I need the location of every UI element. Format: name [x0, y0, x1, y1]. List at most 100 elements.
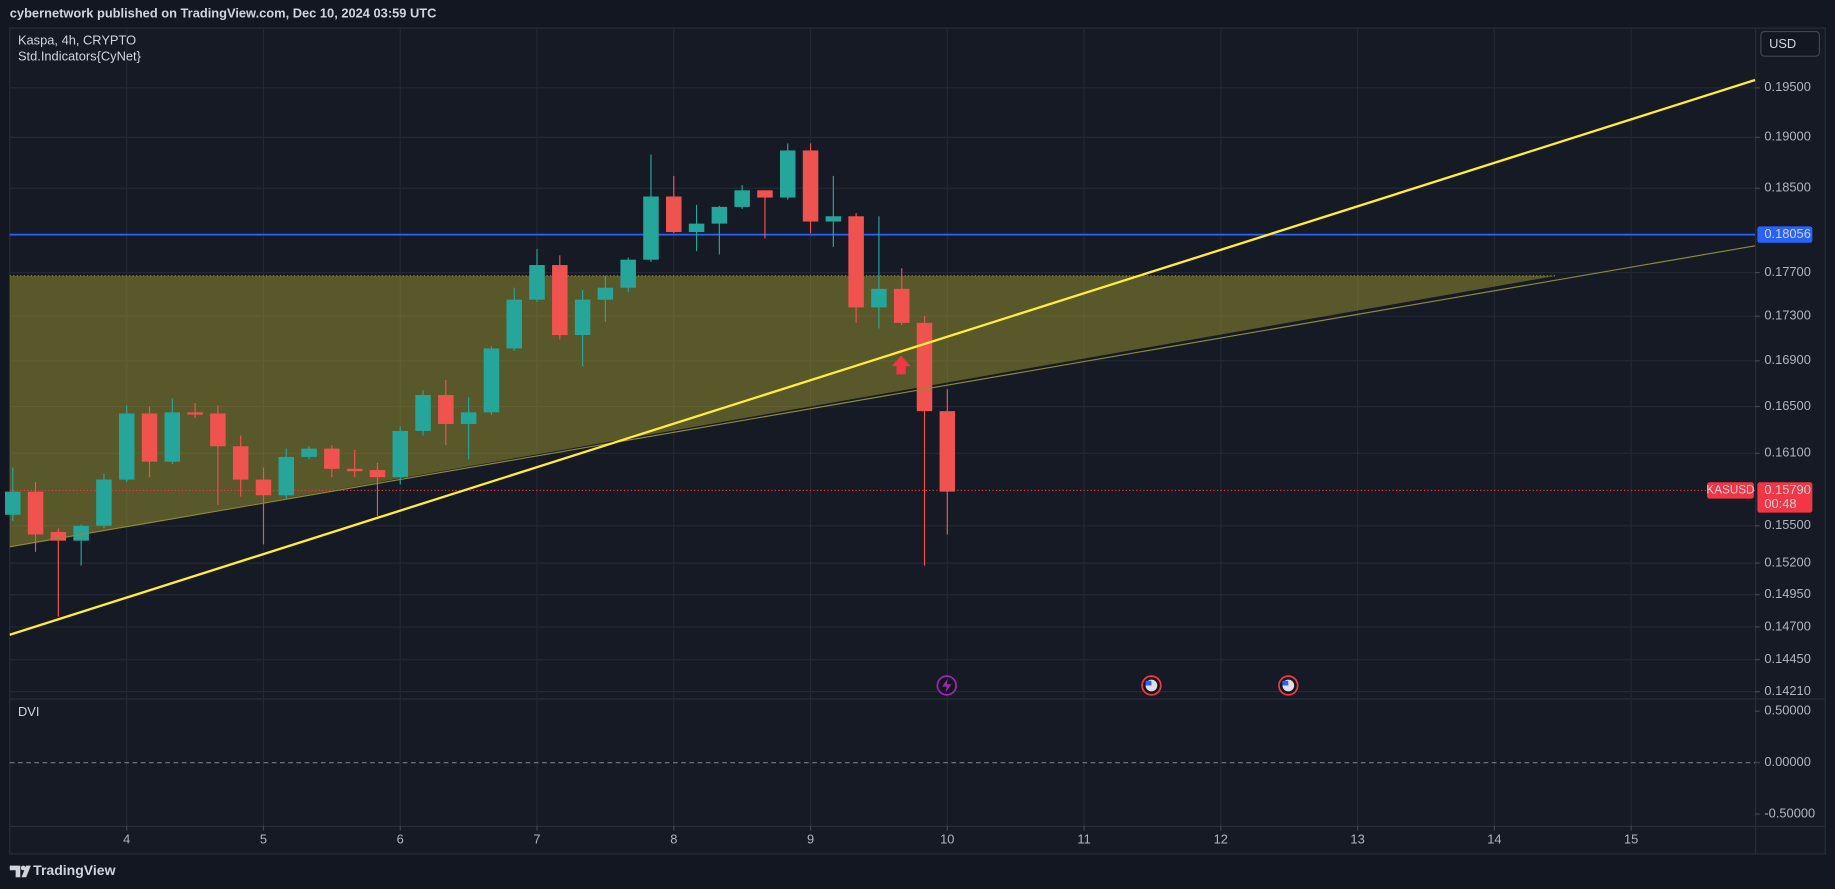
candle-body: [939, 411, 956, 492]
candle-body: [597, 287, 614, 300]
x-tick-label: 11: [1077, 831, 1090, 846]
y-tick-label: 0.14950: [1764, 586, 1810, 601]
candle-body: [529, 265, 545, 300]
footer-brand: TradingView: [33, 862, 115, 878]
candle-body: [301, 448, 317, 457]
signal-arrow: [891, 355, 911, 375]
candle-body: [96, 479, 112, 526]
candle-body: [757, 190, 773, 198]
y-tick-label: 0.15200: [1764, 554, 1810, 569]
last-price-label: 0.15790: [1764, 482, 1810, 497]
candle-body: [210, 413, 226, 447]
event-glyph: [942, 678, 952, 693]
candle-body: [187, 412, 203, 415]
y-tick-label: 0.19500: [1764, 79, 1810, 94]
hline-label-box: [1757, 226, 1813, 243]
x-tick-label: 10: [940, 831, 954, 846]
flag-glyph: [1145, 680, 1152, 686]
candle-body: [369, 470, 386, 478]
event-icon[interactable]: [1141, 675, 1162, 696]
y-tick-label: 0.19000: [1764, 129, 1810, 144]
y-tick-label: 0.16900: [1764, 352, 1810, 367]
indicator-title: DVI: [18, 704, 39, 719]
x-tick-label: 13: [1350, 831, 1364, 846]
y-tick-label: 0.00000: [1764, 754, 1810, 769]
y-tick-label: 0.16100: [1764, 445, 1810, 460]
candle-body: [734, 190, 750, 207]
chart-title: Kaspa, 4h, CRYPTO: [18, 32, 136, 47]
currency-label[interactable]: USD: [1769, 36, 1796, 51]
candle-body: [27, 491, 44, 535]
candle-body: [278, 456, 295, 496]
trendline: [9, 245, 1756, 548]
y-tick-label: 0.14210: [1764, 683, 1810, 698]
y-tick-label: 0.15500: [1764, 517, 1810, 532]
pattern-zone: [9, 275, 1556, 547]
candle-body: [688, 223, 705, 233]
candle-body: [552, 265, 568, 336]
countdown-label: 00:48: [1764, 496, 1796, 511]
candle-body: [460, 412, 477, 424]
candle-body: [848, 216, 864, 308]
y-tick-label: -0.50000: [1764, 805, 1815, 820]
label-layer: 0.19500 0.19000 0.18500 0.17700 0.17300 0.169…: [123, 79, 1815, 846]
chart-subtitle: Std.Indicators{CyNet}: [18, 49, 142, 64]
candle-layer: [5, 78, 1756, 636]
y-tick-label: 0.18500: [1764, 180, 1810, 195]
flag-glyph: [1282, 680, 1289, 686]
y-tick-label: 0.16500: [1764, 398, 1810, 413]
x-tick-label: 5: [260, 831, 267, 846]
candle-body: [666, 196, 682, 233]
candle-body: [802, 150, 819, 222]
logo-mark: [9, 865, 31, 878]
candle-body: [711, 206, 728, 224]
y-tick-label: 0.14700: [1764, 618, 1810, 633]
last-price-box: [1757, 482, 1813, 513]
candle-body: [164, 412, 181, 462]
candle-body: [916, 322, 933, 412]
symbol-label-box: [1707, 482, 1754, 499]
currency-button[interactable]: [1760, 30, 1820, 57]
candle-body: [73, 525, 89, 541]
candle-body: [483, 348, 500, 413]
event-icon[interactable]: [1278, 675, 1299, 696]
candle-body: [620, 259, 636, 288]
candle-body: [324, 448, 340, 469]
x-tick-label: 9: [807, 831, 814, 846]
candle-body: [5, 491, 21, 515]
symbol-label: KASUSD: [1706, 484, 1754, 497]
candle-body: [643, 196, 659, 260]
candle-body: [392, 430, 408, 478]
hline-label: 0.18056: [1764, 226, 1810, 241]
candle-body: [415, 394, 431, 431]
candle-body: [871, 288, 887, 308]
x-tick-label: 15: [1624, 831, 1638, 846]
y-tick-label: 0.17300: [1764, 308, 1810, 323]
candle-body: [50, 531, 67, 541]
x-tick-label: 4: [123, 831, 130, 846]
candle-body: [232, 446, 249, 480]
x-tick-label: 8: [670, 831, 677, 846]
drawing-layer: [9, 233, 1756, 764]
x-tick-label: 6: [397, 831, 404, 846]
candle-body: [346, 468, 363, 472]
candle-body: [506, 299, 522, 349]
x-tick-label: 7: [533, 831, 540, 846]
candle-body: [779, 150, 796, 198]
candle-body: [825, 216, 842, 222]
y-tick-label: 0.50000: [1764, 703, 1810, 718]
candle-body: [255, 479, 272, 496]
candle-body: [118, 413, 135, 480]
y-tick-label: 0.14450: [1764, 651, 1810, 666]
candle-body: [893, 288, 910, 323]
y-tick-label: 0.17700: [1764, 264, 1810, 279]
publish-header: cybernetwork published on TradingView.co…: [10, 5, 437, 20]
x-tick-label: 12: [1214, 831, 1228, 846]
candle-body: [141, 413, 158, 462]
candle-body: [574, 299, 591, 336]
logo: [9, 865, 31, 878]
trendline: [9, 78, 1756, 636]
event-icon[interactable]: [936, 675, 957, 696]
